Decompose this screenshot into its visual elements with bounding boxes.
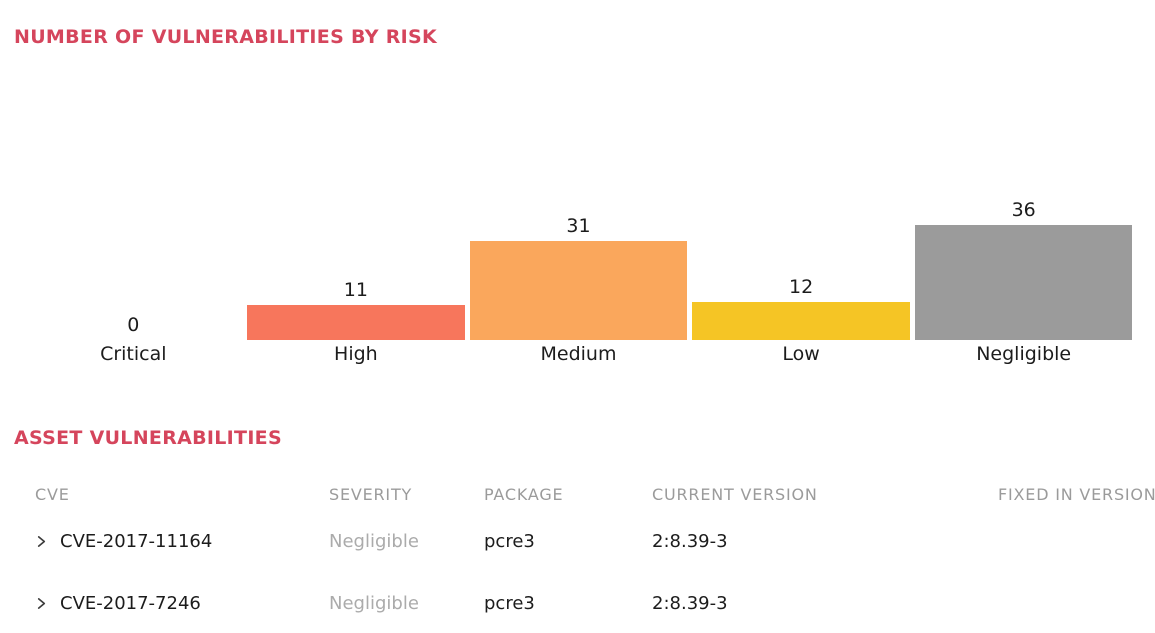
- bar-value-label-critical: 0: [127, 314, 140, 336]
- cell-fixed-in-version-row-0: [984, 510, 1155, 572]
- cell-cve-row-1[interactable]: CVE-2017-7246: [22, 572, 312, 633]
- cve-id-text: CVE-2017-7246: [60, 592, 201, 614]
- asset-vulnerabilities-title: ASSET VULNERABILITIES: [14, 427, 282, 449]
- cell-current-version-row-1: 2:8.39-3: [652, 592, 728, 614]
- cell-fixed-in-version-row-1: [984, 572, 1155, 633]
- column-header-fixed-in-version: FIXED IN VERSION: [998, 484, 1155, 504]
- cell-severity-row-1: Negligible: [329, 592, 419, 614]
- column-header-severity: SEVERITY: [329, 484, 413, 504]
- bar-negligible: [914, 225, 1133, 340]
- expand-row-button-0[interactable]: [35, 535, 48, 548]
- bar-value-label-medium: 31: [566, 215, 591, 237]
- expand-row-button-1[interactable]: [35, 597, 48, 610]
- column-header-current-version: CURRENT VERSION: [652, 484, 818, 504]
- bar-category-label-negligible: Negligible: [976, 343, 1072, 365]
- cell-package-row-1: pcre3: [484, 592, 535, 614]
- bar-value-label-high: 11: [343, 279, 368, 301]
- cell-package-row-0: pcre3: [484, 530, 535, 552]
- column-header-package: PACKAGE: [484, 484, 564, 504]
- risk-chart-title: NUMBER OF VULNERABILITIES BY RISK: [14, 26, 438, 48]
- bar-category-label-medium: Medium: [540, 343, 617, 365]
- bar-value-label-negligible: 36: [1011, 199, 1036, 221]
- asset-vulnerabilities-table: CVE SEVERITY PACKAGE CURRENT VERSION FIXED I…: [0, 478, 1155, 633]
- chevron-right-icon: [37, 535, 46, 547]
- cve-id-text: CVE-2017-11164: [60, 530, 213, 552]
- bar-column-negligible: 36: [912, 49, 1135, 340]
- bar-low: [692, 302, 910, 340]
- bar-value-label-low: 12: [788, 276, 814, 298]
- bar-high: [247, 305, 465, 340]
- bar-medium: [469, 241, 688, 340]
- bar-column-medium: 31: [467, 49, 690, 340]
- bar-category-label-high: High: [334, 343, 378, 365]
- chevron-right-icon: [37, 597, 46, 609]
- bar-column-critical: 0: [22, 49, 245, 340]
- bar-category-label-low: Low: [782, 343, 820, 365]
- cell-cve-row-0[interactable]: CVE-2017-11164: [22, 510, 312, 572]
- cell-severity-row-0: Negligible: [329, 530, 419, 552]
- vulnerabilities-by-risk-bar-chart: 0 11 31 12 36: [22, 49, 1135, 340]
- cell-current-version-row-0: 2:8.39-3: [652, 530, 728, 552]
- bar-column-low: 12: [690, 49, 913, 340]
- bar-category-label-critical: Critical: [100, 343, 167, 365]
- column-header-cve: CVE: [35, 484, 70, 504]
- bar-column-high: 11: [245, 49, 468, 340]
- bar-chart-category-axis: Critical High Medium Low Negligible: [22, 343, 1135, 365]
